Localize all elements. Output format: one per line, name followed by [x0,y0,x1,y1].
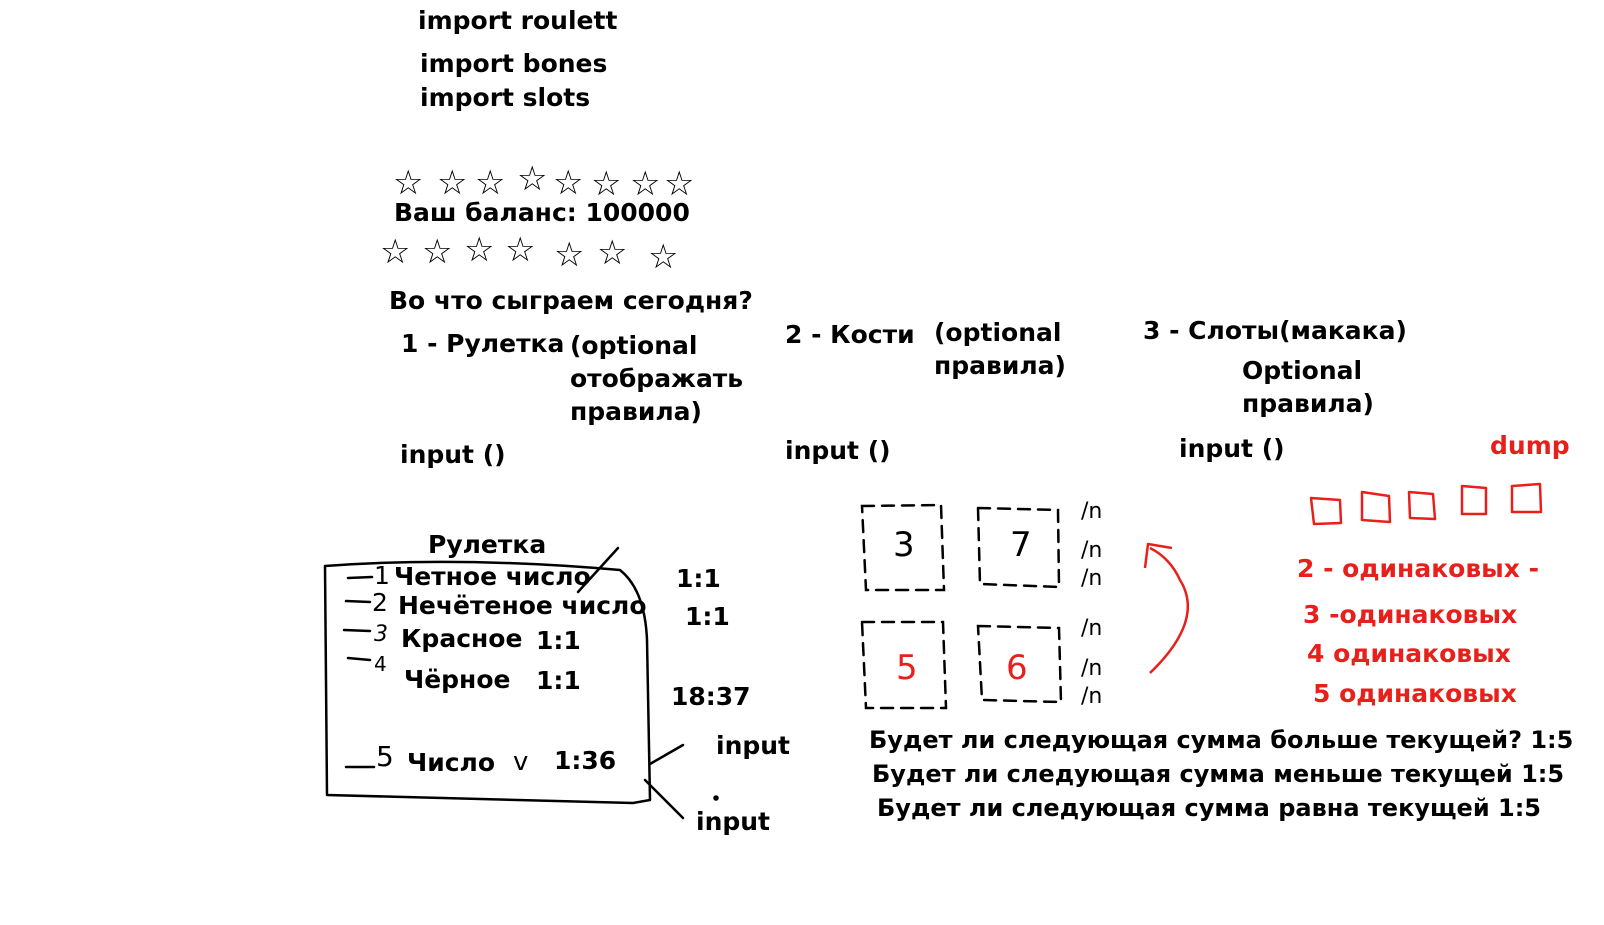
import-slots: import slots [420,83,591,112]
die-box-2 [976,506,1061,589]
reel-3 [1407,490,1437,521]
roulette-slash [576,546,620,594]
roulette-option-5[interactable]: Число [407,748,496,777]
dice-question-equal[interactable]: Будет ли следующая сумма равна текущей 1… [877,794,1541,822]
die-box-3 [860,620,948,710]
menu-roulette-input[interactable]: input () [400,440,506,469]
star-icon: ☆ [393,163,424,203]
die-face-2: 7 [1010,525,1032,565]
roulette-num-3: 3 [374,622,388,647]
roulette-num-1: 1 [374,561,390,590]
roulette-option-3[interactable]: Красное [401,624,523,653]
menu-slots-note: Optional правила) [1242,356,1374,418]
star-icon: ☆ [422,232,453,272]
menu-slots-label: 3 - Слоты(макака) [1143,316,1407,345]
star-icon: ☆ [475,163,506,203]
roulette-title: Рулетка [428,530,547,559]
menu-dice-input[interactable]: input () [785,436,891,465]
roulette-odds-3: 1:1 [536,626,581,655]
menu-roulette-note: (optional отображать правила) [570,331,744,426]
die-face-1: 3 [893,525,915,565]
die-face-4: 6 [1006,648,1028,688]
die-mark-2: /n [1081,538,1103,563]
dash-4 [346,656,372,662]
roulette-option-2[interactable]: Нечётеное число [398,591,647,620]
roulette-option-1[interactable]: Четное число [394,562,591,591]
curve-arrow [1149,546,1189,674]
menu-dice-label: 2 - Кости [785,320,915,349]
star-icon: ☆ [380,232,411,272]
die-mark-4: /n [1081,616,1103,641]
star-icon: ☆ [630,164,661,204]
roulette-odds-5: 1:36 [554,746,617,775]
roulette-odds-1: 1:1 [676,564,721,593]
roulette-box-outline [323,560,652,805]
menu-dice-note: (optional правила) [934,318,1066,380]
slots-rule-2: 2 - одинаковых - [1297,554,1539,583]
dice-question-less[interactable]: Будет ли следующая сумма меньше текущей … [872,760,1565,788]
star-icon: ☆ [664,164,695,204]
die-mark-1: /n [1081,499,1103,524]
dash-2 [344,599,372,604]
reel-5 [1510,482,1543,514]
menu-roulette-label: 1 - Рулетка [401,329,565,358]
die-face-3: 5 [896,648,918,688]
star-icon: ☆ [591,164,622,204]
roulette-odds-4: 1:1 [536,666,581,695]
reel-4 [1460,484,1488,516]
die-box-4 [976,624,1063,704]
dash-1 [346,575,374,580]
roulette-side-odds: 18:37 [671,682,751,711]
question-label: Во что сыграем сегодня? [389,286,753,315]
dash-3 [342,628,372,633]
balance-label: Ваш баланс: 100000 [394,198,690,227]
roulette-num-2: 2 [372,588,388,617]
reel-2 [1360,490,1392,524]
import-bones: import bones [420,49,608,78]
slots-rule-3: 3 -одинаковых [1303,600,1518,629]
slots-rule-5: 5 одинаковых [1313,679,1517,708]
menu-slots-input[interactable]: input () [1179,434,1285,463]
roulette-num-5: 5 [376,740,394,773]
branch-upper [648,743,685,766]
star-icon: ☆ [553,163,584,203]
star-icon: ☆ [437,163,468,203]
roulette-number-input-upper[interactable]: input [716,731,791,760]
die-mark-3: /n [1081,566,1103,591]
die-box-1 [860,503,946,592]
slots-dump-label: dump [1490,431,1570,460]
roulette-number-input-lower[interactable]: input [696,807,771,836]
die-mark-6: /n [1081,684,1103,709]
dot [713,795,719,801]
star-icon: ☆ [517,159,548,199]
reel-1 [1309,496,1343,526]
roulette-odds-2: 1:1 [685,602,730,631]
dice-question-greater[interactable]: Будет ли следующая сумма больше текущей?… [869,726,1574,754]
import-roulett: import roulett [418,6,618,35]
star-icon: ☆ [648,237,679,277]
die-mark-5: /n [1081,656,1103,681]
star-icon: ☆ [505,230,536,270]
check-mark-icon: v [513,747,529,777]
star-icon: ☆ [464,230,495,270]
curve-arrow-head [1143,542,1173,569]
star-icon: ☆ [554,235,585,275]
slots-rule-4: 4 одинаковых [1307,639,1511,668]
roulette-num-4: 4 [374,652,387,676]
branch-lower [643,778,685,820]
star-icon: ☆ [597,233,628,273]
roulette-option-4[interactable]: Чёрное [404,665,511,694]
